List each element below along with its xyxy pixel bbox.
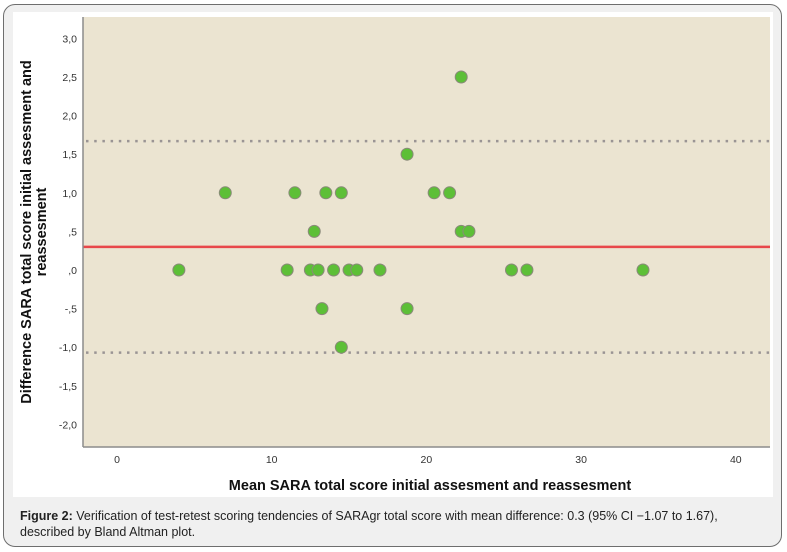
y-tick-label: -1,0 <box>59 342 77 354</box>
data-point <box>520 263 534 277</box>
data-point <box>218 186 232 200</box>
data-point <box>504 263 518 277</box>
data-point <box>280 263 294 277</box>
data-point <box>307 224 321 238</box>
data-point <box>400 302 414 316</box>
y-axis-label-line1: Difference SARA total score initial asse… <box>19 60 35 404</box>
data-point <box>350 263 364 277</box>
y-tick-label: 2,0 <box>62 111 77 123</box>
data-point <box>311 263 325 277</box>
x-tick-label: 20 <box>421 454 433 466</box>
y-tick-label: ,0 <box>68 265 77 277</box>
data-point <box>334 186 348 200</box>
data-point <box>636 263 650 277</box>
data-point <box>373 263 387 277</box>
x-tick-label: 0 <box>114 454 120 466</box>
y-tick-label: -1,5 <box>59 381 77 393</box>
data-point <box>172 263 186 277</box>
y-tick-label: 1,0 <box>62 188 77 200</box>
data-point <box>319 186 333 200</box>
y-tick-label: ,5 <box>68 226 77 238</box>
caption-label: Figure 2: <box>20 509 73 523</box>
y-tick-label: -,5 <box>65 304 77 316</box>
data-point <box>288 186 302 200</box>
x-axis-label: Mean SARA total score initial assesment … <box>229 478 632 494</box>
x-tick-label: 10 <box>266 454 278 466</box>
y-tick-label: 1,5 <box>62 149 77 161</box>
y-axis-label-line2: reassesment <box>34 187 50 276</box>
data-point <box>427 186 441 200</box>
data-point <box>334 340 348 354</box>
plot-area <box>83 17 770 447</box>
x-tick-label: 40 <box>730 454 742 466</box>
data-point <box>400 147 414 161</box>
data-point <box>327 263 341 277</box>
figure-caption: Figure 2: Verification of test-retest sc… <box>20 508 772 540</box>
data-point <box>454 70 468 84</box>
y-tick-label: 2,5 <box>62 72 77 84</box>
data-point <box>443 186 457 200</box>
y-tick-label: 3,0 <box>62 33 77 45</box>
data-point <box>315 302 329 316</box>
caption-text: Verification of test-retest scoring tend… <box>20 509 718 539</box>
y-tick-label: -2,0 <box>59 419 77 431</box>
data-point <box>462 224 476 238</box>
x-tick-label: 30 <box>575 454 587 466</box>
